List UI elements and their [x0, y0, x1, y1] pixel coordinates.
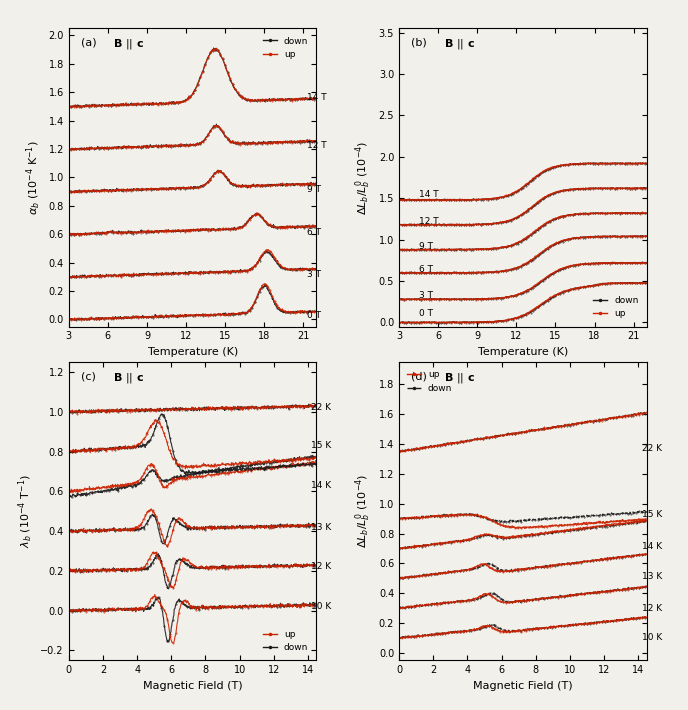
Text: 13 K: 13 K	[312, 523, 332, 532]
X-axis label: Temperature (K): Temperature (K)	[477, 347, 568, 357]
Legend: up, down: up, down	[404, 366, 456, 396]
Text: 12 T: 12 T	[418, 217, 438, 226]
Text: 10 K: 10 K	[642, 633, 662, 643]
Text: 14 T: 14 T	[308, 93, 327, 102]
Text: 14 T: 14 T	[418, 190, 438, 199]
Text: 3 T: 3 T	[418, 290, 433, 300]
Text: 9 T: 9 T	[308, 185, 321, 194]
Y-axis label: $\alpha_b$ (10$^{-4}$ K$^{-1}$): $\alpha_b$ (10$^{-4}$ K$^{-1}$)	[25, 140, 43, 215]
Text: (c): (c)	[81, 371, 96, 381]
Text: $\mathbf{B}$ || $\mathbf{c}$: $\mathbf{B}$ || $\mathbf{c}$	[114, 371, 144, 385]
Text: 6 T: 6 T	[418, 265, 433, 274]
Text: 13 K: 13 K	[642, 572, 662, 581]
Text: 9 T: 9 T	[418, 241, 433, 251]
X-axis label: Magnetic Field (T): Magnetic Field (T)	[143, 681, 242, 691]
Text: 12 K: 12 K	[642, 604, 662, 613]
Text: (d): (d)	[411, 371, 427, 381]
Legend: up, down: up, down	[259, 626, 312, 656]
Text: 6 T: 6 T	[308, 228, 321, 236]
Text: 14 K: 14 K	[312, 481, 332, 490]
Y-axis label: $\Delta L_b/L_b^0$ (10$^{-4}$): $\Delta L_b/L_b^0$ (10$^{-4}$)	[354, 474, 374, 548]
Text: $\mathbf{B}$ || $\mathbf{c}$: $\mathbf{B}$ || $\mathbf{c}$	[114, 38, 144, 51]
Text: 22 K: 22 K	[312, 403, 332, 413]
Text: 0 T: 0 T	[308, 312, 321, 320]
Text: 12 T: 12 T	[308, 141, 327, 150]
Y-axis label: $\lambda_b$ (10$^{-4}$ T$^{-1}$): $\lambda_b$ (10$^{-4}$ T$^{-1}$)	[17, 474, 35, 548]
X-axis label: Magnetic Field (T): Magnetic Field (T)	[473, 681, 572, 691]
Text: 14 K: 14 K	[642, 542, 662, 552]
Text: 0 T: 0 T	[418, 309, 433, 318]
Text: $\mathbf{B}$ || $\mathbf{c}$: $\mathbf{B}$ || $\mathbf{c}$	[444, 371, 475, 385]
Text: $\mathbf{B}$ || $\mathbf{c}$: $\mathbf{B}$ || $\mathbf{c}$	[444, 38, 475, 51]
Text: 12 K: 12 K	[312, 562, 332, 572]
Text: (a): (a)	[81, 38, 97, 48]
Text: 10 K: 10 K	[312, 602, 332, 611]
Text: (b): (b)	[411, 38, 427, 48]
Text: 15 K: 15 K	[642, 510, 662, 519]
Legend: down, up: down, up	[590, 293, 642, 322]
Text: 15 K: 15 K	[312, 441, 332, 450]
X-axis label: Temperature (K): Temperature (K)	[147, 347, 238, 357]
Legend: down, up: down, up	[259, 33, 312, 62]
Text: 22 K: 22 K	[642, 444, 662, 453]
Y-axis label: $\Delta L_b/L_b^0$ (10$^{-4}$): $\Delta L_b/L_b^0$ (10$^{-4}$)	[354, 141, 373, 214]
Text: 3 T: 3 T	[308, 271, 321, 279]
